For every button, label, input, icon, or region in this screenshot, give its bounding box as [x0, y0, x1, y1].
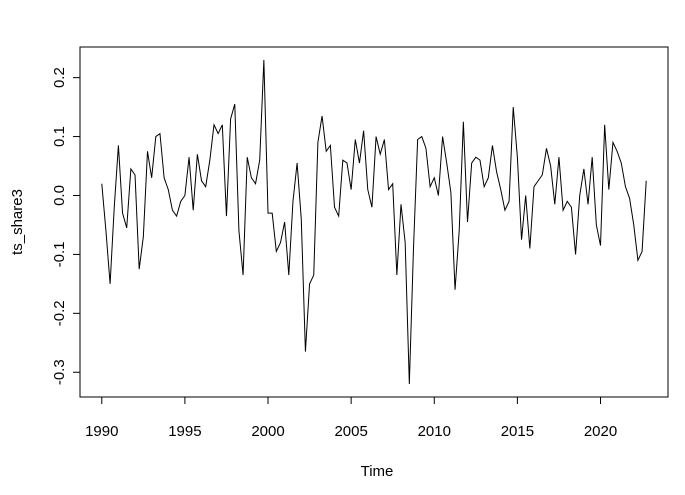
- x-tick-label: 2015: [501, 423, 534, 440]
- y-tick-label: -0.3: [51, 359, 68, 385]
- y-axis-label: ts_share3: [9, 189, 26, 255]
- x-tick-label: 1990: [85, 423, 118, 440]
- x-tick-label: 2010: [418, 423, 451, 440]
- y-tick-label: 0.2: [51, 67, 68, 88]
- y-tick-label: 0.0: [51, 185, 68, 206]
- series-line: [101, 59, 647, 385]
- x-tick-label: 2020: [584, 423, 617, 440]
- y-tick-label: -0.1: [51, 241, 68, 267]
- x-axis-label: Time: [361, 463, 394, 480]
- x-tick-label: 2000: [251, 423, 284, 440]
- y-tick-label: -0.2: [51, 300, 68, 326]
- plot-frame: [79, 46, 669, 398]
- y-tick-label: 0.1: [51, 126, 68, 147]
- x-tick-label: 2005: [334, 423, 367, 440]
- x-tick-label: 1995: [168, 423, 201, 440]
